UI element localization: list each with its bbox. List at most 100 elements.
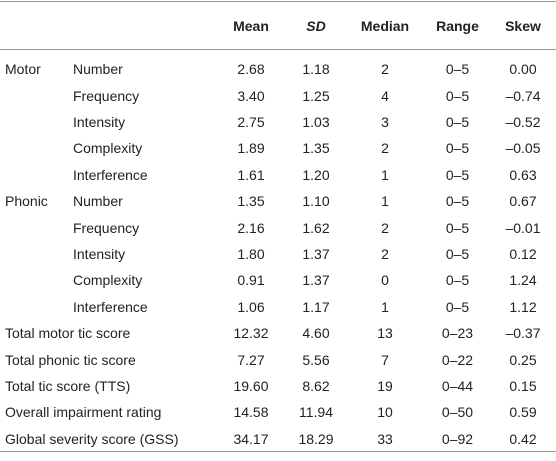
cell-value: 19	[377, 377, 393, 394]
group-cell	[0, 241, 68, 267]
table-row: Motor Number 2.68 1.18 2 0–5 0.00	[0, 50, 556, 83]
column-header: Range	[436, 17, 479, 34]
row-label: Frequency	[73, 87, 140, 104]
cell-value: 0–5	[445, 246, 470, 263]
table-row: Interference 1.06 1.17 1 0–5 1.12	[0, 294, 556, 320]
cell-value: 0.63	[509, 166, 537, 183]
cell-value: 0–22	[441, 351, 474, 368]
cell-value: 0.00	[509, 60, 537, 77]
cell-value: 0–92	[441, 430, 474, 447]
table-row: Complexity 1.89 1.35 2 0–5 –0.05	[0, 135, 556, 161]
group-cell	[0, 267, 68, 293]
cell-value: 2	[381, 140, 389, 157]
group-cell	[0, 162, 68, 188]
table-row: Total phonic tic score 7.27 5.56 7 0–22 0.25	[0, 346, 556, 372]
cell-value: 13	[377, 325, 393, 342]
cell-value: 10	[377, 404, 393, 421]
cell-value: 0–5	[445, 272, 470, 289]
table-row: Total tic score (TTS) 19.60 8.62 19 0–44 0.15	[0, 373, 556, 399]
cell-value: 0–5	[445, 193, 470, 210]
cell-value: 18.29	[298, 430, 334, 447]
cell-value: 4.60	[302, 325, 330, 342]
cell-value: 1.18	[302, 60, 330, 77]
cell-value: 12.32	[233, 325, 269, 342]
cell-value: 8.62	[302, 377, 330, 394]
header-blank	[0, 2, 215, 50]
cell-value: 1.61	[237, 166, 265, 183]
cell-value: 2	[381, 60, 389, 77]
table-row: Overall impairment rating 14.58 11.94 10 0–5…	[0, 399, 556, 425]
group-cell	[0, 135, 68, 161]
cell-value: 1.25	[302, 87, 330, 104]
cell-value: 2	[381, 246, 389, 263]
cell-value: 0–5	[445, 60, 470, 77]
column-header: SD	[306, 17, 326, 34]
cell-value: 0.12	[509, 246, 537, 263]
group-label: Motor	[5, 60, 41, 77]
row-label: Interference	[73, 166, 148, 183]
table-row: Total motor tic score 12.32 4.60 13 0–23 –0.3…	[0, 320, 556, 346]
table-row: Interference 1.61 1.20 1 0–5 0.63	[0, 162, 556, 188]
table-body: Motor Number 2.68 1.18 2 0–5 0.00 Frequency 3.40…	[0, 50, 556, 452]
cell-value: 0.67	[509, 193, 537, 210]
cell-value: 0.42	[509, 430, 537, 447]
cell-value: 1.17	[302, 298, 330, 315]
cell-value: 1.62	[302, 219, 330, 236]
cell-value: 19.60	[233, 377, 269, 394]
row-label: Number	[73, 60, 123, 77]
cell-value: 0–5	[445, 114, 470, 131]
cell-value: 0–44	[441, 377, 474, 394]
cell-value: 2.16	[237, 219, 265, 236]
cell-value: 1.03	[302, 114, 330, 131]
cell-value: 1.35	[237, 193, 265, 210]
cell-value: 1.12	[509, 298, 537, 315]
cell-value: 0–5	[445, 298, 470, 315]
row-label: Complexity	[73, 272, 143, 289]
table-row: Intensity 1.80 1.37 2 0–5 0.12	[0, 241, 556, 267]
cell-value: 2.75	[237, 114, 265, 131]
cell-value: –0.52	[505, 114, 541, 131]
row-label: Total motor tic score	[5, 325, 131, 342]
cell-value: 0–23	[441, 325, 474, 342]
cell-value: 34.17	[233, 430, 269, 447]
cell-value: 33	[377, 430, 393, 447]
cell-value: 0.25	[509, 351, 537, 368]
table-row: Global severity score (GSS) 34.17 18.29 33 0…	[0, 426, 556, 452]
cell-value: 1	[381, 193, 389, 210]
cell-value: 4	[381, 87, 389, 104]
cell-value: 5.56	[302, 351, 330, 368]
cell-value: 1.10	[302, 193, 330, 210]
cell-value: 1.24	[509, 272, 537, 289]
column-header: Median	[360, 17, 410, 34]
cell-value: 0.15	[509, 377, 537, 394]
cell-value: 1.06	[237, 298, 265, 315]
table-header: Mean SD Median Range Skew	[0, 1, 556, 50]
row-label: Frequency	[73, 219, 140, 236]
cell-value: –0.37	[505, 325, 541, 342]
group-cell	[0, 294, 68, 320]
cell-value: –0.74	[505, 87, 541, 104]
group-label: Phonic	[5, 193, 48, 210]
cell-value: 2	[381, 219, 389, 236]
cell-value: 1.80	[237, 246, 265, 263]
cell-value: 0–5	[445, 140, 470, 157]
cell-value: 0–50	[441, 404, 474, 421]
cell-value: 0.91	[237, 272, 265, 289]
table-row: Complexity 0.91 1.37 0 0–5 1.24	[0, 267, 556, 293]
table-row: Intensity 2.75 1.03 3 0–5 –0.52	[0, 109, 556, 135]
cell-value: 3.40	[237, 87, 265, 104]
cell-value: 1	[381, 166, 389, 183]
cell-value: –0.01	[505, 219, 541, 236]
row-label: Interference	[73, 298, 148, 315]
row-label: Total tic score (TTS)	[5, 377, 131, 394]
cell-value: 1.35	[302, 140, 330, 157]
cell-value: 0–5	[445, 219, 470, 236]
row-label: Complexity	[73, 140, 143, 157]
cell-value: 3	[381, 114, 389, 131]
group-cell	[0, 214, 68, 240]
cell-value: 1	[381, 298, 389, 315]
cell-value: 14.58	[233, 404, 269, 421]
cell-value: 0–5	[445, 166, 470, 183]
cell-value: 0	[381, 272, 389, 289]
cell-value: 0.59	[509, 404, 537, 421]
